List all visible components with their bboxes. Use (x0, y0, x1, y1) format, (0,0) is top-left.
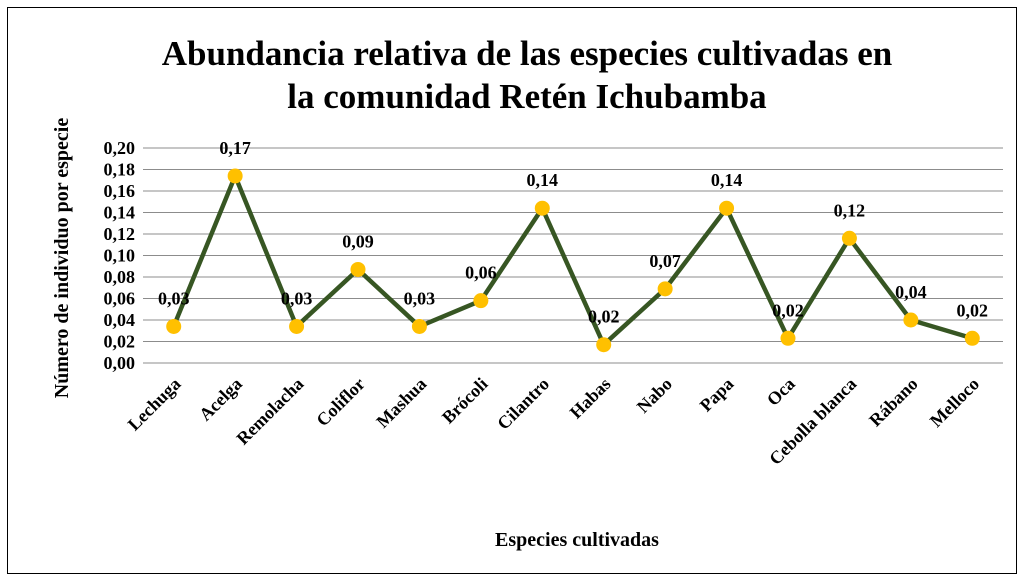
marker (473, 293, 489, 309)
marker (166, 318, 182, 334)
marker (350, 261, 366, 277)
y-tick-label: 0,10 (104, 246, 136, 266)
chart-title: la comunidad Retén Ichubamba (287, 77, 766, 116)
marker (841, 230, 857, 246)
y-tick-label: 0,16 (104, 181, 136, 201)
marker (227, 168, 243, 184)
x-axis-label: Especies cultivadas (495, 529, 659, 551)
marker (289, 318, 305, 334)
data-label: 0,02 (772, 300, 804, 320)
y-tick-label: 0,08 (104, 267, 136, 287)
data-label: 0,02 (957, 300, 989, 320)
data-label: 0,03 (404, 288, 436, 308)
data-label: 0,14 (711, 170, 743, 190)
data-label: 0,03 (158, 288, 190, 308)
y-tick-label: 0,02 (104, 332, 136, 352)
y-tick-label: 0,12 (104, 224, 136, 244)
data-label: 0,02 (588, 307, 620, 327)
y-tick-label: 0,14 (104, 203, 136, 223)
data-label: 0,12 (834, 200, 866, 220)
marker (596, 337, 612, 353)
data-label: 0,06 (465, 263, 497, 283)
chart-border (7, 7, 1017, 574)
y-tick-label: 0,20 (104, 138, 136, 158)
data-label: 0,17 (219, 138, 251, 158)
marker (719, 200, 735, 216)
y-axis-label: Número de individuo por especie (51, 118, 73, 399)
y-tick-label: 0,18 (104, 160, 136, 180)
y-tick-label: 0,04 (104, 310, 136, 330)
data-label: 0,14 (527, 170, 559, 190)
chart-title: Abundancia relativa de las especies cult… (162, 34, 893, 73)
marker (534, 200, 550, 216)
data-label: 0,07 (649, 251, 681, 271)
marker (411, 318, 427, 334)
marker (964, 330, 980, 346)
marker (903, 312, 919, 328)
line (171, 173, 973, 347)
marker (780, 330, 796, 346)
marker (657, 281, 673, 297)
y-tick-label: 0,00 (104, 353, 136, 373)
data-label: 0,03 (281, 288, 313, 308)
y-tick-label: 0,06 (104, 289, 136, 309)
data-label: 0,09 (342, 231, 374, 251)
data-label: 0,04 (895, 282, 927, 302)
